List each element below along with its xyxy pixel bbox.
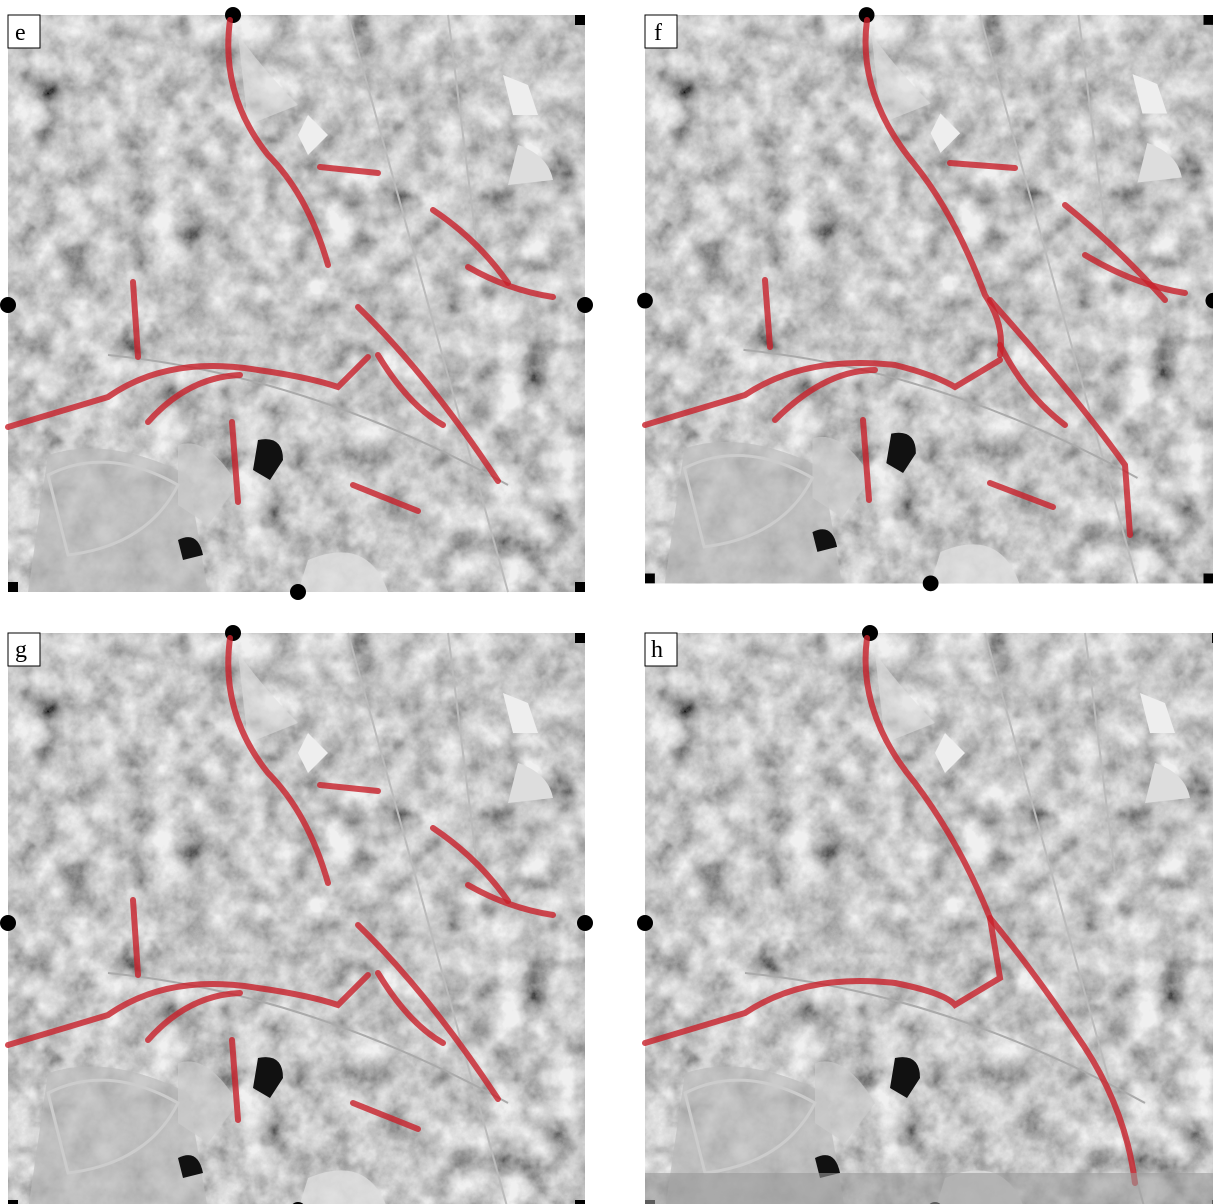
figure: e f g h xyxy=(0,0,1213,1204)
panel-e: e xyxy=(0,7,593,600)
panel-label: f xyxy=(654,20,662,46)
panel-h: h xyxy=(637,625,1213,1204)
panel-g: g xyxy=(0,625,593,1204)
panel-label: e xyxy=(15,20,26,46)
panel-label: h xyxy=(651,637,663,663)
panel-label: g xyxy=(15,637,27,663)
panel-f: f xyxy=(637,7,1213,591)
page: e f g h (() => { const data = xyxy=(0,0,1213,1204)
